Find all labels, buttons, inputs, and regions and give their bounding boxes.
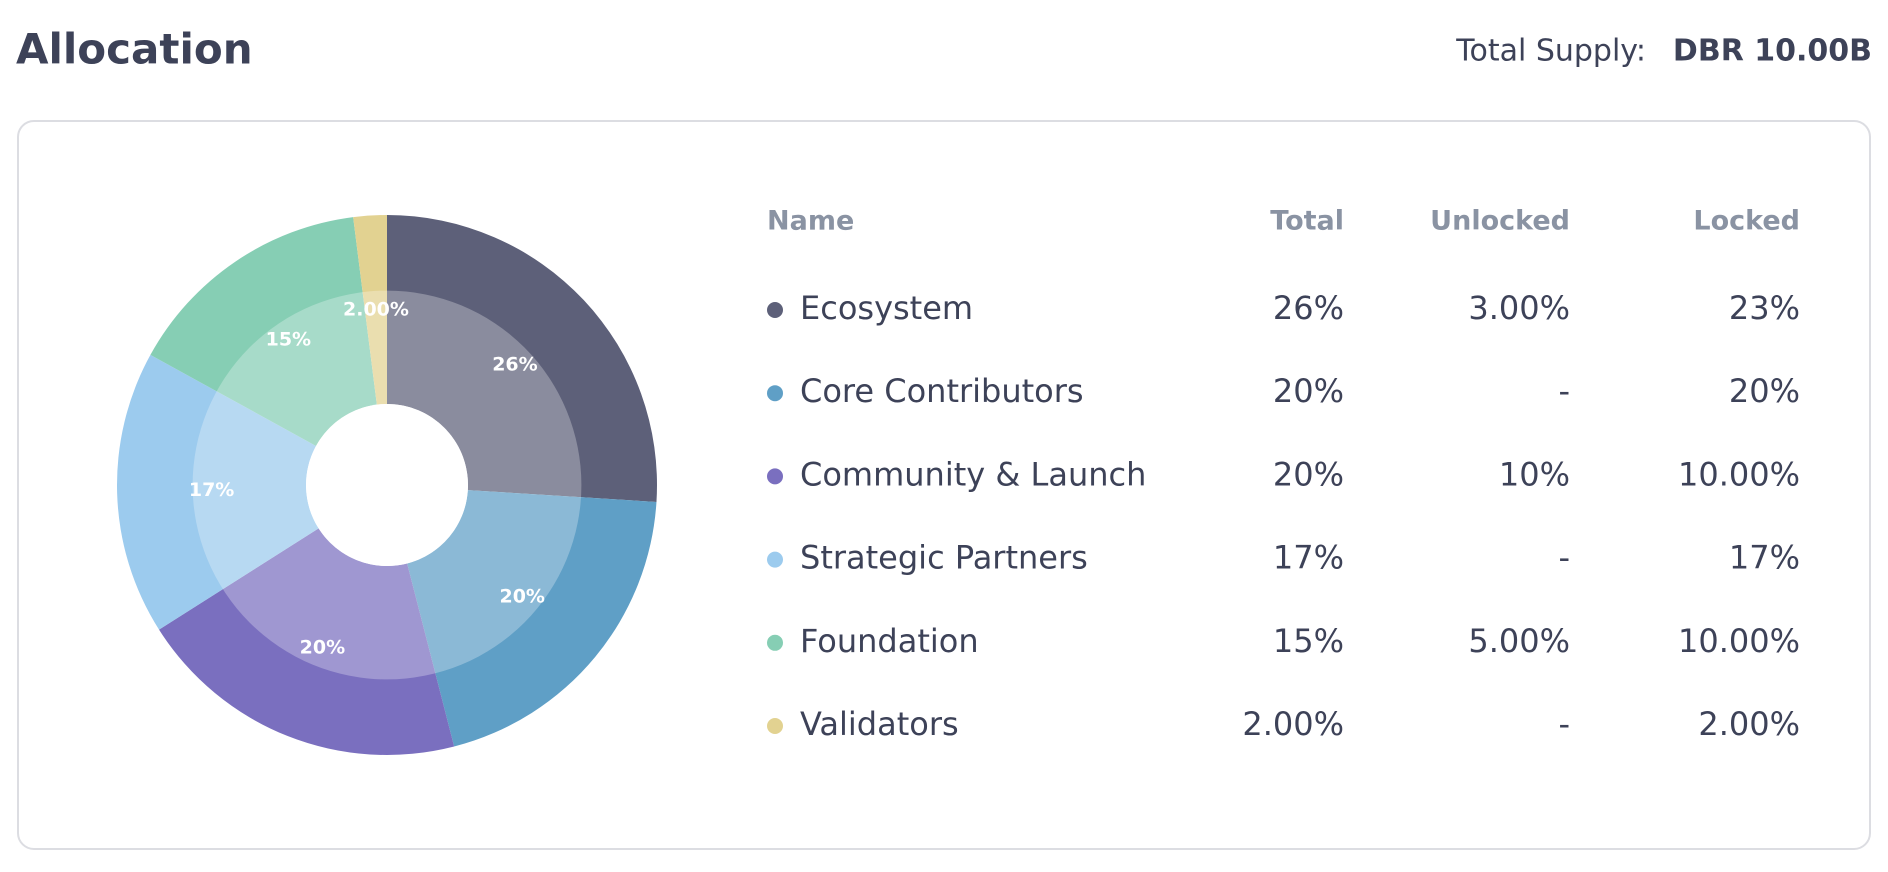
row-name: Core Contributors [800, 372, 1084, 410]
slice-label: 20% [300, 637, 345, 659]
pie-slice [353, 215, 387, 405]
row-locked: 10.00% [1678, 622, 1800, 660]
row-name: Validators [800, 705, 959, 743]
row-total: 20% [1273, 372, 1344, 410]
row-locked: 10.00% [1678, 455, 1800, 493]
row-locked: 20% [1729, 372, 1800, 410]
supply-label: Total Supply: [1455, 34, 1646, 69]
row-total: 17% [1273, 539, 1344, 577]
row-unlocked: - [1558, 372, 1570, 410]
legend-dot [767, 385, 783, 402]
pie-hole [306, 404, 468, 566]
slice-label: 26% [492, 353, 537, 375]
row-locked: 2.00% [1698, 705, 1800, 743]
column-header: Locked [1693, 206, 1800, 237]
row-unlocked: - [1558, 539, 1570, 577]
column-header: Unlocked [1430, 206, 1570, 237]
legend-dot [767, 634, 783, 651]
legend-dot [767, 718, 783, 734]
row-unlocked: 5.00% [1468, 622, 1570, 660]
slice-label: 17% [189, 479, 234, 501]
pie-slice [387, 215, 657, 502]
legend-dot [767, 302, 783, 318]
row-total: 2.00% [1242, 705, 1344, 743]
row-unlocked: 3.00% [1468, 289, 1570, 327]
slice-label: 15% [266, 328, 311, 350]
legend-dot [767, 468, 783, 485]
row-name: Ecosystem [800, 289, 973, 327]
column-header: Total [1270, 206, 1344, 237]
pie-slice [407, 490, 657, 747]
row-locked: 23% [1729, 289, 1800, 327]
pie-slice [159, 528, 455, 755]
slice-label: 2.00% [343, 298, 409, 320]
row-unlocked: 10% [1499, 455, 1570, 493]
row-name: Foundation [800, 622, 979, 660]
pie-slice [150, 217, 377, 446]
supply-value: DBR 10.00B [1673, 34, 1872, 69]
slice-label: 20% [499, 585, 544, 607]
legend-dot [767, 551, 783, 568]
row-name: Strategic Partners [800, 539, 1088, 577]
pie-slice [117, 354, 319, 630]
column-header: Name [767, 206, 854, 237]
row-unlocked: - [1558, 705, 1570, 743]
row-total: 26% [1273, 289, 1344, 327]
row-name: Community & Launch [800, 455, 1146, 493]
row-total: 20% [1273, 455, 1344, 493]
row-locked: 17% [1729, 539, 1800, 577]
title: Allocation [16, 25, 253, 74]
row-total: 15% [1273, 622, 1344, 660]
